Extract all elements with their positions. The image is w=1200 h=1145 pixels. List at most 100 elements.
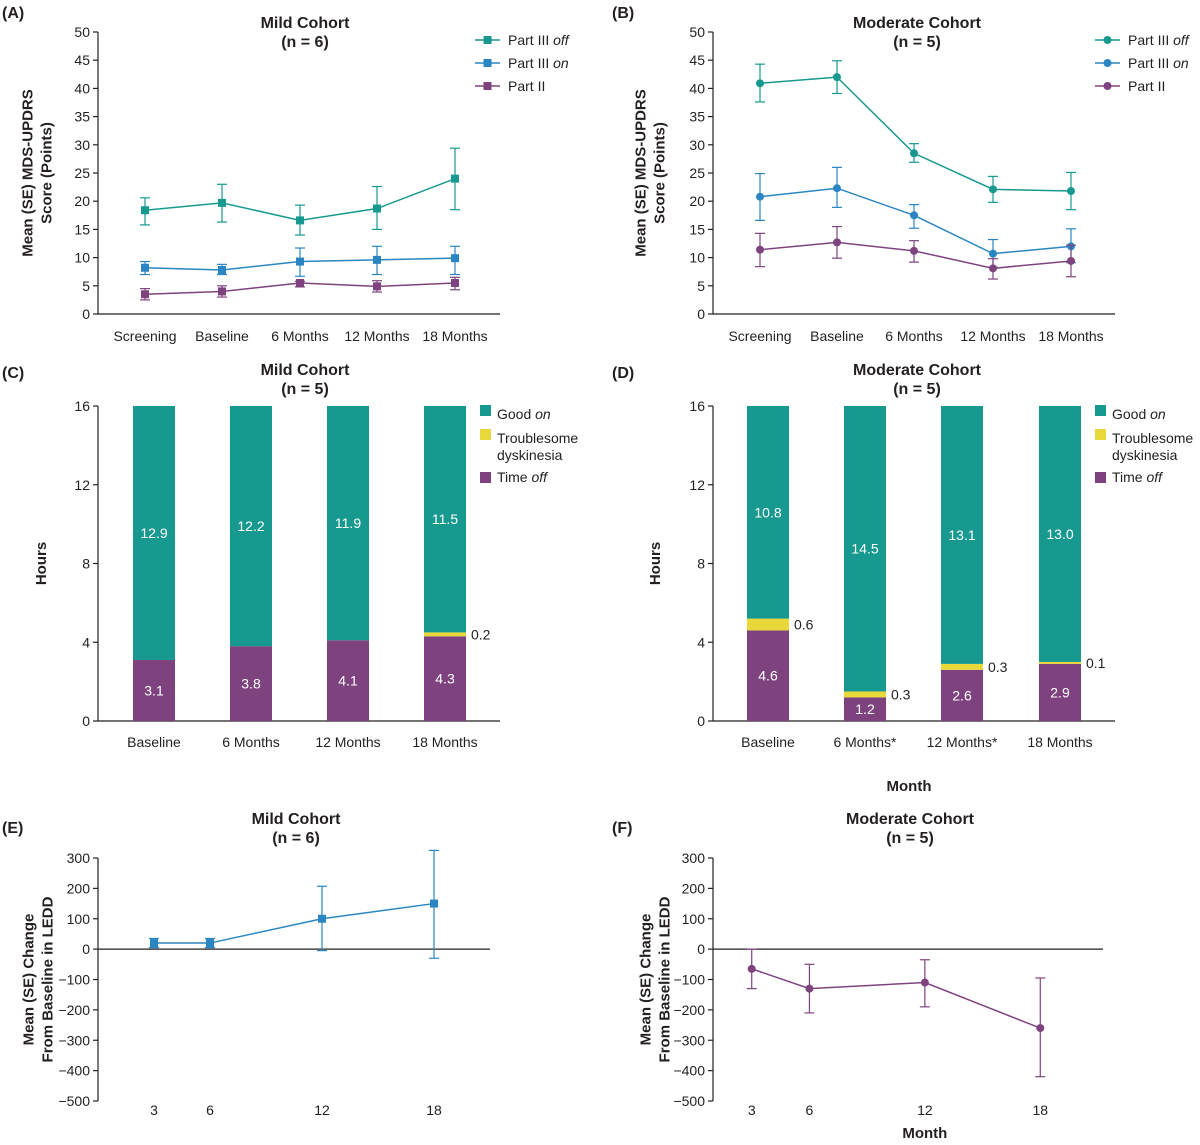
x-tick-label: Baseline — [741, 734, 795, 750]
y-axis-title: Mean (SE) MDS-UPDRS — [633, 89, 650, 257]
data-point — [989, 185, 997, 194]
y-tick-label: 15 — [689, 221, 705, 237]
bar-segment — [747, 406, 789, 619]
legend-label: Part III on — [1128, 55, 1189, 71]
y-tick-label: 10 — [689, 250, 705, 266]
data-point — [910, 246, 918, 255]
data-label: 0.3 — [988, 659, 1008, 675]
series-line — [751, 968, 1041, 1029]
y-tick-label: −100 — [58, 972, 90, 988]
bar-segment — [230, 406, 272, 647]
y-tick-label: −500 — [673, 1093, 705, 1109]
stacked-bar: 1.2 0.3 14.5 — [844, 406, 911, 721]
y-tick-label: 40 — [74, 80, 90, 96]
panel-label: (C) — [2, 365, 24, 382]
legend-label: Time off — [497, 469, 549, 485]
legend-label: dyskinesia — [497, 447, 563, 463]
data-point — [150, 939, 158, 948]
stacked-bar: 4.1 11.9 — [327, 406, 369, 721]
bar-segment — [1039, 661, 1081, 664]
data-point — [756, 79, 764, 88]
data-label: 4.1 — [338, 673, 358, 689]
x-tick-label: 18 Months — [1038, 328, 1103, 344]
y-tick-label: 16 — [74, 398, 90, 414]
y-axis-title: Score (Points) — [39, 122, 56, 224]
y-tick-label: 0 — [697, 713, 705, 729]
y-tick-label: 16 — [689, 398, 705, 414]
y-tick-label: 8 — [697, 556, 705, 572]
y-tick-label: 4 — [82, 634, 90, 650]
bar-segment — [230, 646, 272, 721]
data-point — [218, 198, 226, 207]
y-tick-label: 10 — [74, 250, 90, 266]
legend-swatch — [1095, 405, 1106, 416]
data-point — [747, 964, 756, 973]
data-label: 0.3 — [891, 686, 911, 702]
x-tick-label: 12 Months* — [927, 734, 998, 750]
y-tick-label: 12 — [689, 477, 705, 493]
data-point — [756, 192, 764, 201]
legend-swatch — [480, 405, 491, 416]
legend-label: Part III off — [1128, 32, 1191, 48]
y-tick-label: 20 — [74, 193, 90, 209]
data-point — [296, 278, 304, 287]
x-axis-title: Month — [887, 778, 932, 795]
panel-d: (D) Moderate Cohort (n = 5) 0 4 8 12 16 Hours Bas… — [612, 362, 1193, 795]
x-tick-label: 12 — [314, 1102, 330, 1118]
data-label: 1.2 — [855, 701, 875, 717]
panel-label: (D) — [612, 365, 634, 382]
data-point — [451, 254, 459, 263]
data-point — [141, 263, 149, 272]
panel-title: (n = 5) — [893, 381, 941, 398]
series-ledd — [746, 948, 1046, 1078]
y-axis-title: Mean (SE) MDS-UPDRS — [20, 89, 37, 257]
bar-segment — [941, 406, 983, 664]
data-point — [451, 278, 459, 287]
bar-segment — [327, 406, 369, 641]
y-tick-label: 200 — [67, 880, 91, 896]
data-point — [373, 204, 381, 213]
data-label: 2.6 — [952, 687, 972, 703]
data-point — [833, 73, 841, 82]
data-point — [483, 82, 492, 90]
legend-label: Good on — [1112, 406, 1166, 422]
panel-e: (E) Mild Cohort (n = 6) −500 −400 −300 −200 −10… — [2, 811, 490, 1118]
x-tick-label: 6 Months — [222, 734, 280, 750]
y-tick-label: 300 — [67, 850, 91, 866]
bar-segment — [424, 406, 466, 633]
y-tick-label: 0 — [82, 713, 90, 729]
y-tick-label: 100 — [682, 911, 706, 927]
data-point — [910, 149, 918, 158]
data-point — [206, 939, 214, 948]
series-part-ii — [140, 276, 460, 301]
legend-label: Troublesome — [1112, 430, 1193, 446]
bar-segment — [133, 406, 175, 660]
x-axis-title: Month — [902, 1125, 947, 1142]
x-tick-label: 12 Months — [344, 328, 409, 344]
data-point — [430, 899, 438, 908]
legend-label: Part II — [508, 78, 545, 94]
legend-label: Part III on — [508, 55, 569, 71]
bar-segment — [844, 697, 886, 721]
bar-segment — [844, 406, 886, 692]
x-tick-label: 12 Months — [960, 328, 1025, 344]
data-label: 12.2 — [237, 518, 264, 534]
data-label: 14.5 — [851, 541, 878, 557]
panel-f: (F) Moderate Cohort (n = 5) −500 −400 −300 −20… — [612, 811, 1103, 1142]
bar-segment — [1039, 663, 1081, 721]
y-tick-label: −300 — [58, 1032, 90, 1048]
data-point — [296, 257, 304, 266]
legend-label: Troublesome — [497, 430, 578, 446]
data-label: 10.8 — [754, 504, 781, 520]
bar-segment — [1039, 406, 1081, 662]
data-label: 3.1 — [144, 682, 164, 698]
bar-segment — [844, 691, 886, 698]
data-point — [1067, 256, 1075, 265]
x-tick-label: Baseline — [810, 328, 864, 344]
data-label: 0.2 — [471, 626, 491, 642]
data-point — [483, 59, 492, 67]
x-tick-label: 18 Months — [422, 328, 487, 344]
data-point — [1036, 1024, 1045, 1033]
series-line — [154, 902, 435, 944]
x-tick-label: 6 Months — [885, 328, 943, 344]
